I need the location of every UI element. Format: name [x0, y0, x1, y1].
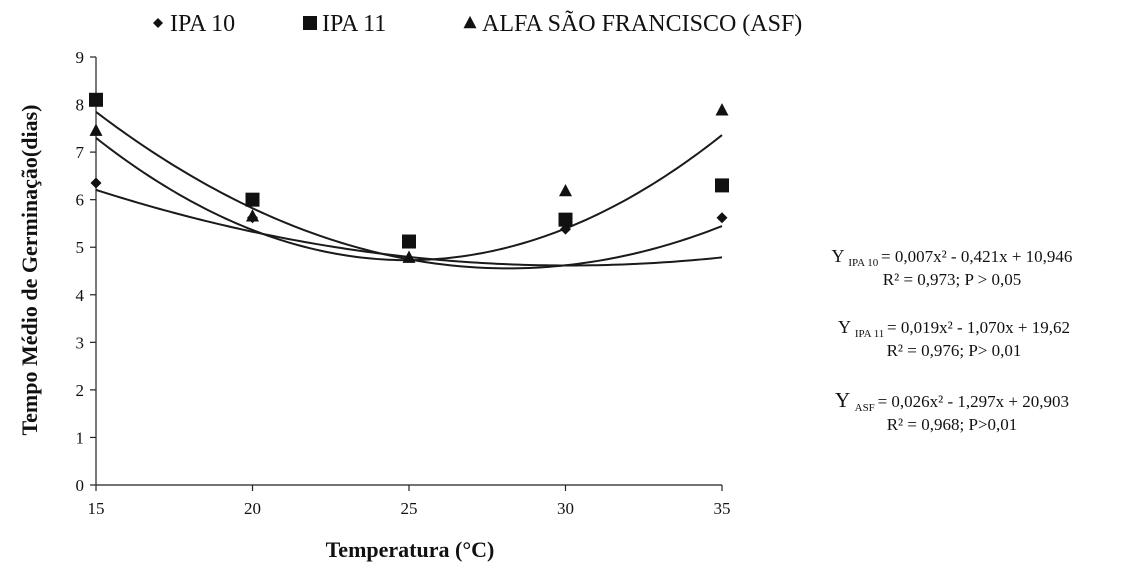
- x-tick-label: 30: [557, 499, 574, 518]
- data-point-ipa11: [715, 178, 729, 193]
- y-tick-label: 7: [76, 143, 85, 162]
- data-point-asf: [246, 209, 259, 222]
- y-tick-label: 0: [76, 476, 85, 495]
- y-axis-title: Tempo Médio de Germinação(dias): [17, 105, 42, 436]
- y-tick-label: 5: [76, 238, 85, 257]
- y-tick-label: 1: [76, 428, 85, 447]
- legend-item: IPA 10: [153, 11, 235, 37]
- y-tick-label: 8: [76, 96, 85, 115]
- legend-marker: [303, 16, 317, 30]
- legend-label: IPA 10: [170, 11, 235, 37]
- x-axis-title: Temperatura (°C): [326, 537, 495, 562]
- data-point-ipa11: [89, 92, 103, 107]
- x-tick-label: 20: [244, 499, 261, 518]
- equation-formula: Y IPA 11 = 0,019x² - 1,070x + 19,62: [838, 317, 1070, 340]
- data-point-ipa11: [402, 234, 416, 249]
- chart-axes: 0 1 2 3 4 5 6 7 8 9 15 20 25 30 35: [76, 48, 731, 518]
- data-point-asf: [89, 123, 103, 136]
- legend-label: ALFA SÃO FRANCISCO (ASF): [482, 11, 802, 37]
- y-tick-label: 6: [76, 191, 85, 210]
- y-tick-label: 3: [76, 333, 85, 352]
- chart-legend: IPA 10 IPA 11 ALFA SÃO FRANCISCO (ASF): [153, 11, 802, 37]
- chart-points: [89, 92, 729, 263]
- legend-item: ALFA SÃO FRANCISCO (ASF): [463, 11, 802, 37]
- equation-stats: R² = 0,976; P> 0,01: [887, 341, 1022, 360]
- legend-item: IPA 11: [303, 11, 386, 37]
- data-point-asf: [715, 103, 729, 116]
- data-point-ipa10: [90, 177, 102, 189]
- x-tick-label: 35: [714, 499, 731, 518]
- equation-formula: Y ASF = 0,026x² - 1,297x + 20,903: [835, 388, 1069, 414]
- data-point-ipa10: [716, 212, 728, 224]
- data-point-asf: [559, 183, 572, 197]
- equation-stats: R² = 0,968; P>0,01: [887, 415, 1018, 434]
- y-tick-label: 4: [76, 286, 85, 305]
- y-tick-label: 2: [76, 381, 85, 400]
- x-tick-label: 15: [88, 499, 105, 518]
- data-point-ipa11: [558, 212, 573, 227]
- legend-marker: [463, 15, 477, 29]
- equation-stats: R² = 0,973; P > 0,05: [883, 270, 1021, 289]
- x-tick-label: 25: [401, 499, 418, 518]
- legend-marker: [153, 18, 163, 28]
- data-point-ipa11: [245, 192, 260, 207]
- y-tick-label: 9: [76, 48, 85, 67]
- equation-formula: Y IPA 10 = 0,007x² - 0,421x + 10,946: [832, 246, 1073, 269]
- data-point-asf: [402, 250, 416, 263]
- legend-label: IPA 11: [322, 11, 386, 37]
